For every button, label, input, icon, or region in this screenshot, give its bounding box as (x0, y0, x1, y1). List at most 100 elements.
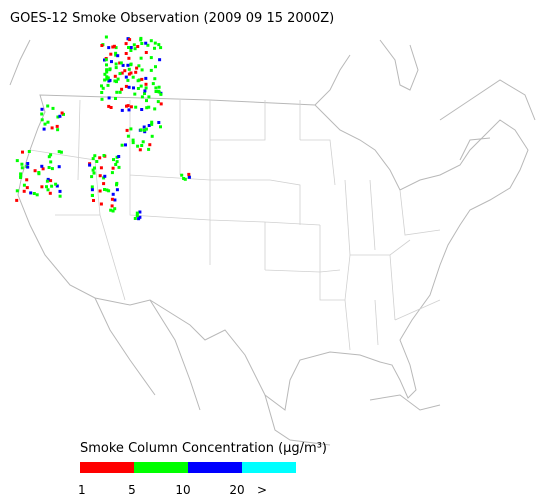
smoke-pixel (49, 160, 53, 164)
smoke-pixel (110, 171, 114, 175)
smoke-pixel (126, 37, 130, 41)
smoke-pixel (147, 105, 151, 109)
smoke-pixel (145, 106, 149, 110)
smoke-pixel (46, 177, 50, 181)
smoke-pixel (50, 126, 54, 130)
smoke-pixel (91, 157, 95, 161)
smoke-pixel (101, 86, 105, 90)
smoke-pixel (135, 211, 139, 215)
smoke-pixel (139, 84, 143, 88)
legend-swatch (134, 462, 188, 473)
smoke-pixel (126, 104, 130, 108)
smoke-pixel (120, 87, 124, 91)
smoke-pixel (140, 68, 144, 72)
legend: Smoke Column Concentration (μg/m³) 1 5 10 2… (78, 441, 327, 497)
smoke-pixel (149, 56, 153, 60)
smoke-pixel (40, 185, 44, 189)
smoke-pixel (129, 63, 133, 67)
smoke-pixel (103, 78, 107, 82)
smoke-pixel (158, 58, 162, 62)
smoke-pixel (20, 162, 24, 166)
smoke-pixel (145, 99, 148, 103)
smoke-pixel (46, 188, 50, 192)
smoke-pixel (147, 95, 151, 99)
smoke-pixel (154, 90, 158, 93)
legend-swatch (80, 462, 134, 473)
smoke-pixel (15, 189, 19, 193)
smoke-pixel (143, 89, 147, 93)
smoke-pixel (25, 178, 29, 182)
smoke-pixel (112, 44, 116, 48)
smoke-pixel (144, 51, 148, 54)
smoke-pixel (115, 80, 118, 84)
smoke-pixel (42, 127, 46, 131)
mexico-outline (94, 297, 441, 446)
smoke-pixel (103, 72, 107, 76)
smoke-pixel (144, 127, 148, 131)
smoke-pixel (88, 163, 92, 167)
map-title: GOES-12 Smoke Observation (2009 09 15 20… (10, 11, 334, 26)
smoke-pixel (113, 79, 117, 83)
smoke-pixel (114, 51, 118, 55)
smoke-pixel (140, 144, 144, 147)
smoke-pixel (127, 46, 130, 49)
smoke-pixel (93, 166, 96, 170)
smoke-pixel (153, 46, 156, 50)
smoke-pixel (40, 164, 44, 168)
smoke-pixel (109, 208, 113, 212)
smoke-pixel (100, 97, 104, 101)
smoke-pixel (124, 84, 128, 88)
smoke-pixel (115, 155, 119, 159)
smoke-pixel (107, 96, 111, 100)
smoke-pixel (125, 104, 128, 108)
smoke-pixel (49, 153, 53, 157)
smoke-pixel (55, 184, 59, 188)
smoke-pixel (56, 115, 60, 119)
smoke-pixel (46, 104, 50, 108)
legend-label: 1 (78, 483, 86, 497)
smoke-pixel (129, 105, 133, 109)
smoke-pixel (129, 49, 133, 52)
smoke-pixel (149, 68, 153, 72)
smoke-pixel (50, 167, 54, 171)
smoke-pixel (45, 185, 48, 189)
basemap (9, 39, 536, 446)
smoke-pixel (98, 174, 102, 178)
smoke-pixel (103, 174, 107, 178)
smoke-pixel (139, 128, 143, 132)
smoke-pixel (109, 52, 113, 56)
smoke-pixel (153, 107, 157, 111)
smoke-pixel (140, 108, 144, 111)
smoke-pixel (92, 171, 96, 175)
smoke-pixel (15, 159, 19, 163)
smoke-pixel (50, 184, 54, 188)
smoke-pixel (60, 111, 64, 115)
smoke-pixel (144, 76, 148, 80)
smoke-pixel (132, 86, 135, 90)
smoke-pixel (104, 35, 108, 39)
smoke-pixel (120, 143, 124, 147)
canada-outline (9, 39, 536, 161)
smoke-pixel (22, 183, 26, 187)
smoke-pixel (118, 61, 122, 65)
legend-bar (80, 462, 296, 473)
smoke-pixel (146, 43, 150, 47)
smoke-pixel (110, 204, 114, 208)
smoke-pixel (19, 172, 23, 176)
smoke-pixel (157, 85, 161, 89)
smoke-pixel (136, 144, 140, 148)
smoke-pixel (124, 42, 128, 46)
smoke-pixel (125, 128, 129, 132)
smoke-pixel (102, 154, 106, 157)
smoke-pixel (43, 122, 47, 126)
smoke-pixel (138, 148, 142, 152)
smoke-pixel (56, 128, 60, 132)
smoke-pixel (106, 76, 110, 80)
smoke-pixel (102, 182, 106, 186)
smoke-pixel (57, 165, 61, 169)
smoke-pixel (99, 166, 103, 170)
smoke-pixel (144, 82, 148, 86)
smoke-pixel (40, 112, 44, 116)
smoke-pixel (153, 41, 157, 45)
smoke-pixel (141, 140, 145, 144)
